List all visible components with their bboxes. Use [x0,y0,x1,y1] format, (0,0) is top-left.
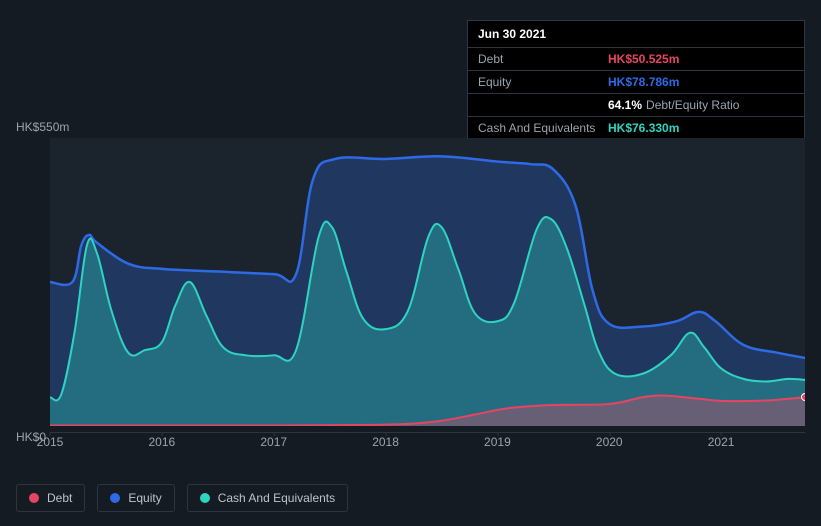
legend-item-cash[interactable]: Cash And Equivalents [187,484,348,512]
x-tick: 2020 [596,435,623,449]
x-tick: 2017 [260,435,287,449]
tooltip-row: 64.1%Debt/Equity Ratio [468,93,804,116]
x-tick: 2016 [148,435,175,449]
x-tick: 2021 [708,435,735,449]
tooltip-row: EquityHK$78.786m [468,70,804,93]
x-axis: 2015201620172018201920202021 [50,432,805,452]
tooltip-value: 64.1%Debt/Equity Ratio [608,98,739,112]
chart-widget: Jun 30 2021 DebtHK$50.525mEquityHK$78.78… [0,0,821,526]
legend-swatch [200,493,210,503]
legend-swatch [110,493,120,503]
x-tick: 2018 [372,435,399,449]
tooltip-suffix: Debt/Equity Ratio [646,98,739,112]
marker-dot [801,393,805,401]
legend: Debt Equity Cash And Equivalents [16,484,348,512]
legend-label: Equity [128,491,161,505]
tooltip-label [478,98,608,112]
legend-item-equity[interactable]: Equity [97,484,174,512]
x-tick: 2015 [37,435,64,449]
legend-swatch [29,493,39,503]
tooltip-value: HK$78.786m [608,75,679,89]
tooltip-row: DebtHK$50.525m [468,47,804,70]
y-axis-max-label: HK$550m [16,120,69,134]
tooltip-label: Debt [478,52,608,66]
tooltip-date: Jun 30 2021 [468,21,804,47]
chart-area: HK$550m HK$0 201520162017201820192020202… [16,120,805,474]
legend-label: Debt [47,491,72,505]
plot-region[interactable] [50,138,805,426]
legend-label: Cash And Equivalents [218,491,335,505]
tooltip-value: HK$50.525m [608,52,679,66]
x-tick: 2019 [484,435,511,449]
legend-item-debt[interactable]: Debt [16,484,85,512]
tooltip-label: Equity [478,75,608,89]
